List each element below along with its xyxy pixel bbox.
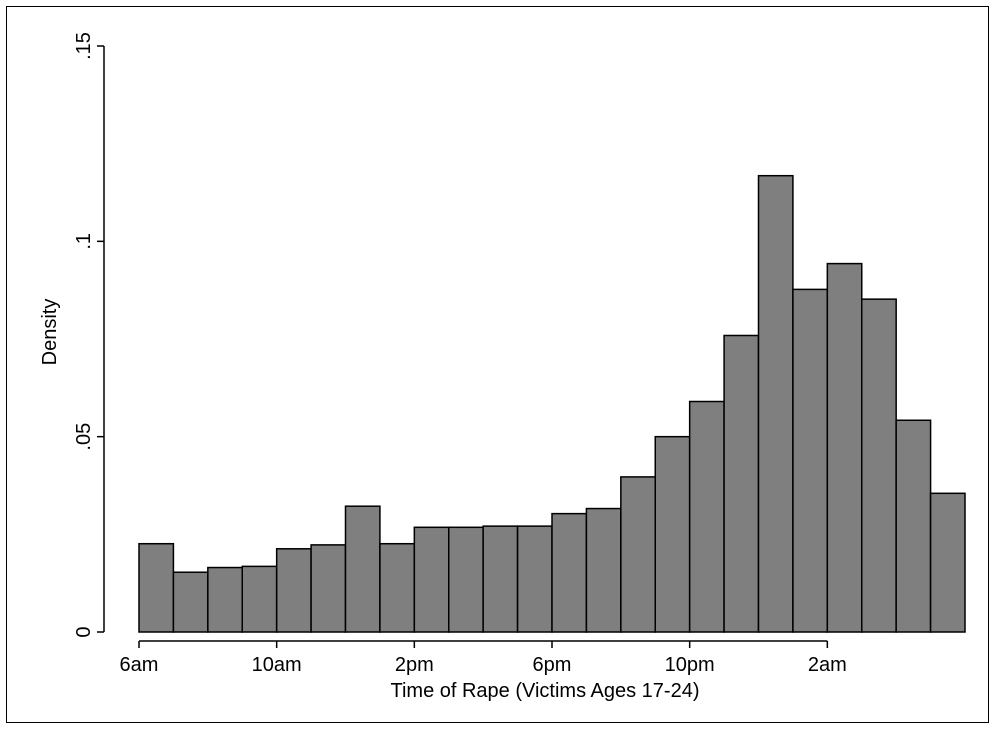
histogram-bar [551,512,588,633]
histogram-bar [757,174,794,633]
x-tick-label: 2pm [395,654,434,676]
y-axis-title: Density [39,299,61,366]
histogram-bar [895,419,932,633]
histogram-bar [310,544,347,633]
histogram-bar [620,476,656,633]
histogram-bar [929,492,966,633]
histogram-bar [207,566,243,633]
y-axis: 0 .05 .1 .15 [73,32,105,638]
histogram-bar [688,400,725,633]
histogram-bar [792,288,829,633]
histogram-bar [826,262,863,633]
x-axis: 6am 10am 2pm 6pm 10pm 2am [120,640,847,676]
histogram-bar [172,571,209,633]
histogram-bar [448,526,484,633]
y-tick-label: 0 [73,626,95,637]
x-tick-label: 6am [120,654,159,676]
histogram-bar [861,298,897,633]
x-tick-label: 10am [252,654,302,676]
histogram-bar [516,525,553,633]
x-tick-label: 10pm [665,654,715,676]
histogram-bar [654,435,691,633]
histogram-bar [723,334,760,633]
histogram-bar [241,565,278,633]
y-tick-label: .05 [73,423,95,451]
histogram-bar [344,505,381,633]
histogram-bars [138,174,966,633]
histogram-bar [413,526,450,633]
histogram-bar [379,542,416,633]
histogram-bar [275,548,312,633]
y-tick-label: .1 [73,233,95,250]
x-axis-title: Time of Rape (Victims Ages 17-24) [390,680,699,702]
histogram-bar [138,542,175,633]
x-tick-label: 6pm [533,654,572,676]
histogram-bar [585,507,622,633]
y-tick-label: .15 [73,32,95,60]
histogram-bar [482,525,519,633]
x-tick-label: 2am [808,654,847,676]
